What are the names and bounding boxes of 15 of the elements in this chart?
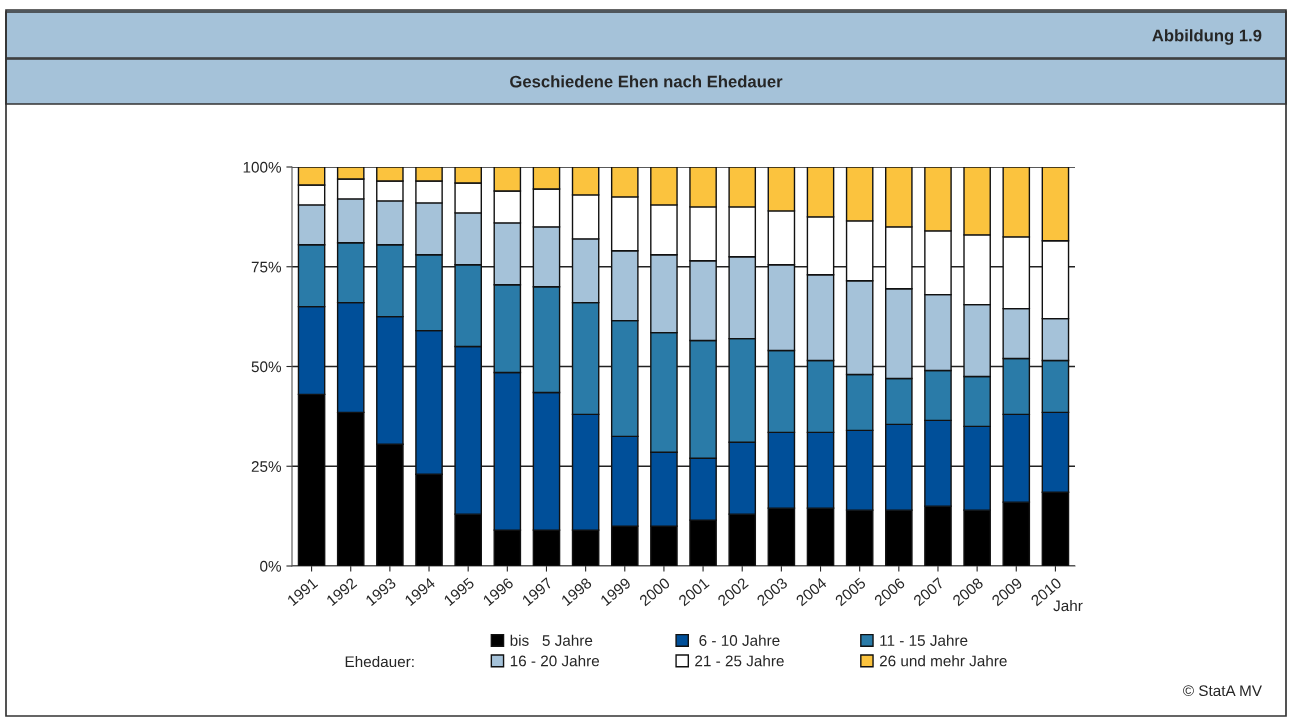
y-tick-label: 100%: [243, 161, 282, 173]
legend-label: bis 5 Jahre: [510, 634, 593, 646]
legend-label: 11 - 15 Jahre: [880, 634, 968, 646]
text: Abbildung 1.9: [1152, 29, 1262, 45]
y-tick-label: 25%: [251, 461, 282, 472]
y-tick-label: 50%: [251, 361, 282, 373]
legend-label: 16 - 20 Jahre: [510, 655, 600, 667]
text: © StatA MV: [1183, 685, 1262, 697]
legend-label: 26 und mehr Jahre: [879, 655, 1007, 667]
legend-label: 6 - 10 Jahre: [699, 634, 780, 646]
legend-label: 21 - 25 Jahre: [695, 655, 784, 667]
y-tick-label: 0%: [260, 560, 282, 572]
y-tick-label: 75%: [251, 261, 282, 273]
chart-title: Geschiedene Ehen nach Ehedauer: [510, 75, 783, 88]
legend-title: Ehedauer:: [345, 655, 414, 668]
